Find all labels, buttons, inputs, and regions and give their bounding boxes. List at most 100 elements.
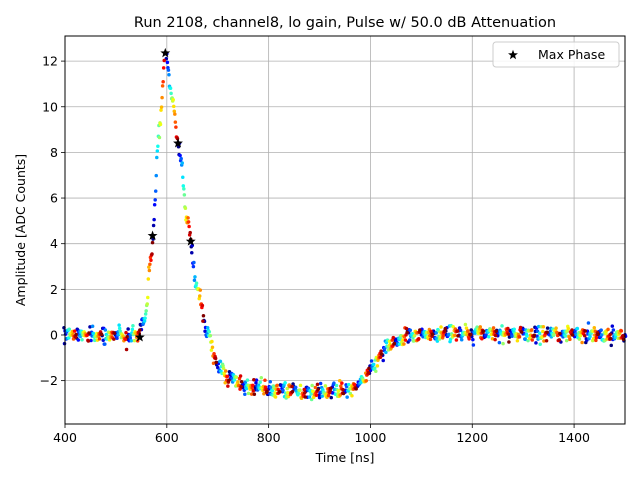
sample-point [428,337,433,342]
sample-point [402,342,406,346]
sample-point [384,350,388,355]
sample-point [434,330,438,335]
sample-point [130,327,135,332]
sample-point [586,321,591,325]
sample-point [245,378,250,382]
sample-point [218,359,223,364]
sample-point [611,328,616,332]
sample-point [331,391,335,395]
sample-point [328,386,333,390]
sample-point [225,374,230,379]
sample-point [265,389,269,394]
sample-point [555,331,559,335]
sample-point [187,224,191,229]
sample-point [251,383,255,388]
sample-point [407,338,412,342]
sample-point [575,326,580,331]
sample-point [186,216,190,220]
sample-point [90,324,95,329]
sample-point [221,366,226,371]
sample-point [159,108,163,112]
sample-point [594,335,599,340]
sample-point [463,322,468,327]
sample-point [115,336,119,341]
sample-point [418,328,422,332]
max-phase-star [134,332,145,342]
sample-point [97,337,102,341]
sample-point [473,331,477,335]
sample-point [394,337,398,341]
sample-point [317,395,322,400]
sample-point [223,369,228,373]
sample-point [517,335,522,339]
sample-point [246,391,251,396]
sample-point [183,206,188,210]
sample-point [609,343,613,348]
sample-point [182,193,187,197]
sample-point [490,336,495,341]
sample-point [350,394,354,398]
sample-point [293,385,298,390]
sample-point [302,390,307,395]
sample-point [469,328,473,332]
sample-point [494,329,498,333]
sample-point [302,387,306,392]
legend-label: Max Phase [538,47,605,62]
y-tick-label: 6 [50,191,58,206]
sample-point [354,387,358,391]
sample-point [99,332,104,337]
sample-point [378,355,383,359]
sample-point [239,379,244,384]
sample-point [534,341,538,345]
sample-point [621,334,625,338]
sample-point [309,397,314,402]
sample-point [613,335,618,340]
sample-point [190,251,194,255]
sample-point [367,366,371,371]
sample-point [558,331,562,336]
sample-point [117,326,122,331]
sample-point [160,84,165,88]
sample-point [273,395,278,399]
x-tick-label: 1000 [355,430,387,445]
sample-point [67,327,72,331]
sample-point [181,175,185,180]
sample-point [412,339,416,343]
sample-point [566,326,571,331]
sample-point [286,394,291,399]
sample-point [564,338,569,343]
x-tick-label: 600 [155,430,179,445]
legend: Max Phase [492,41,620,68]
sample-point [192,278,197,282]
sample-point [545,330,549,335]
sample-point [124,347,129,352]
sample-point [500,324,504,328]
sample-point [610,324,615,328]
sample-point [283,381,287,385]
sample-point [161,66,166,70]
sample-point [439,325,443,329]
sample-point [275,383,279,388]
sample-point [442,329,447,333]
sample-point [594,338,598,343]
sample-point [541,325,546,329]
sample-point [154,173,158,178]
max-phase-star [173,138,183,148]
y-tick-label: 12 [42,54,58,69]
sample-point [198,288,203,292]
sample-point [364,378,368,383]
sample-point [132,338,137,343]
y-tick-label: 10 [42,99,58,114]
sample-point [621,337,626,342]
sample-point [340,381,344,385]
sample-point [466,329,470,333]
sample-point [150,240,155,245]
sample-point [529,328,534,332]
sample-point [226,384,230,388]
sample-point [167,73,171,77]
sample-point [447,332,451,337]
sample-point [147,268,152,273]
sample-point [86,339,91,343]
sample-point [262,392,266,396]
